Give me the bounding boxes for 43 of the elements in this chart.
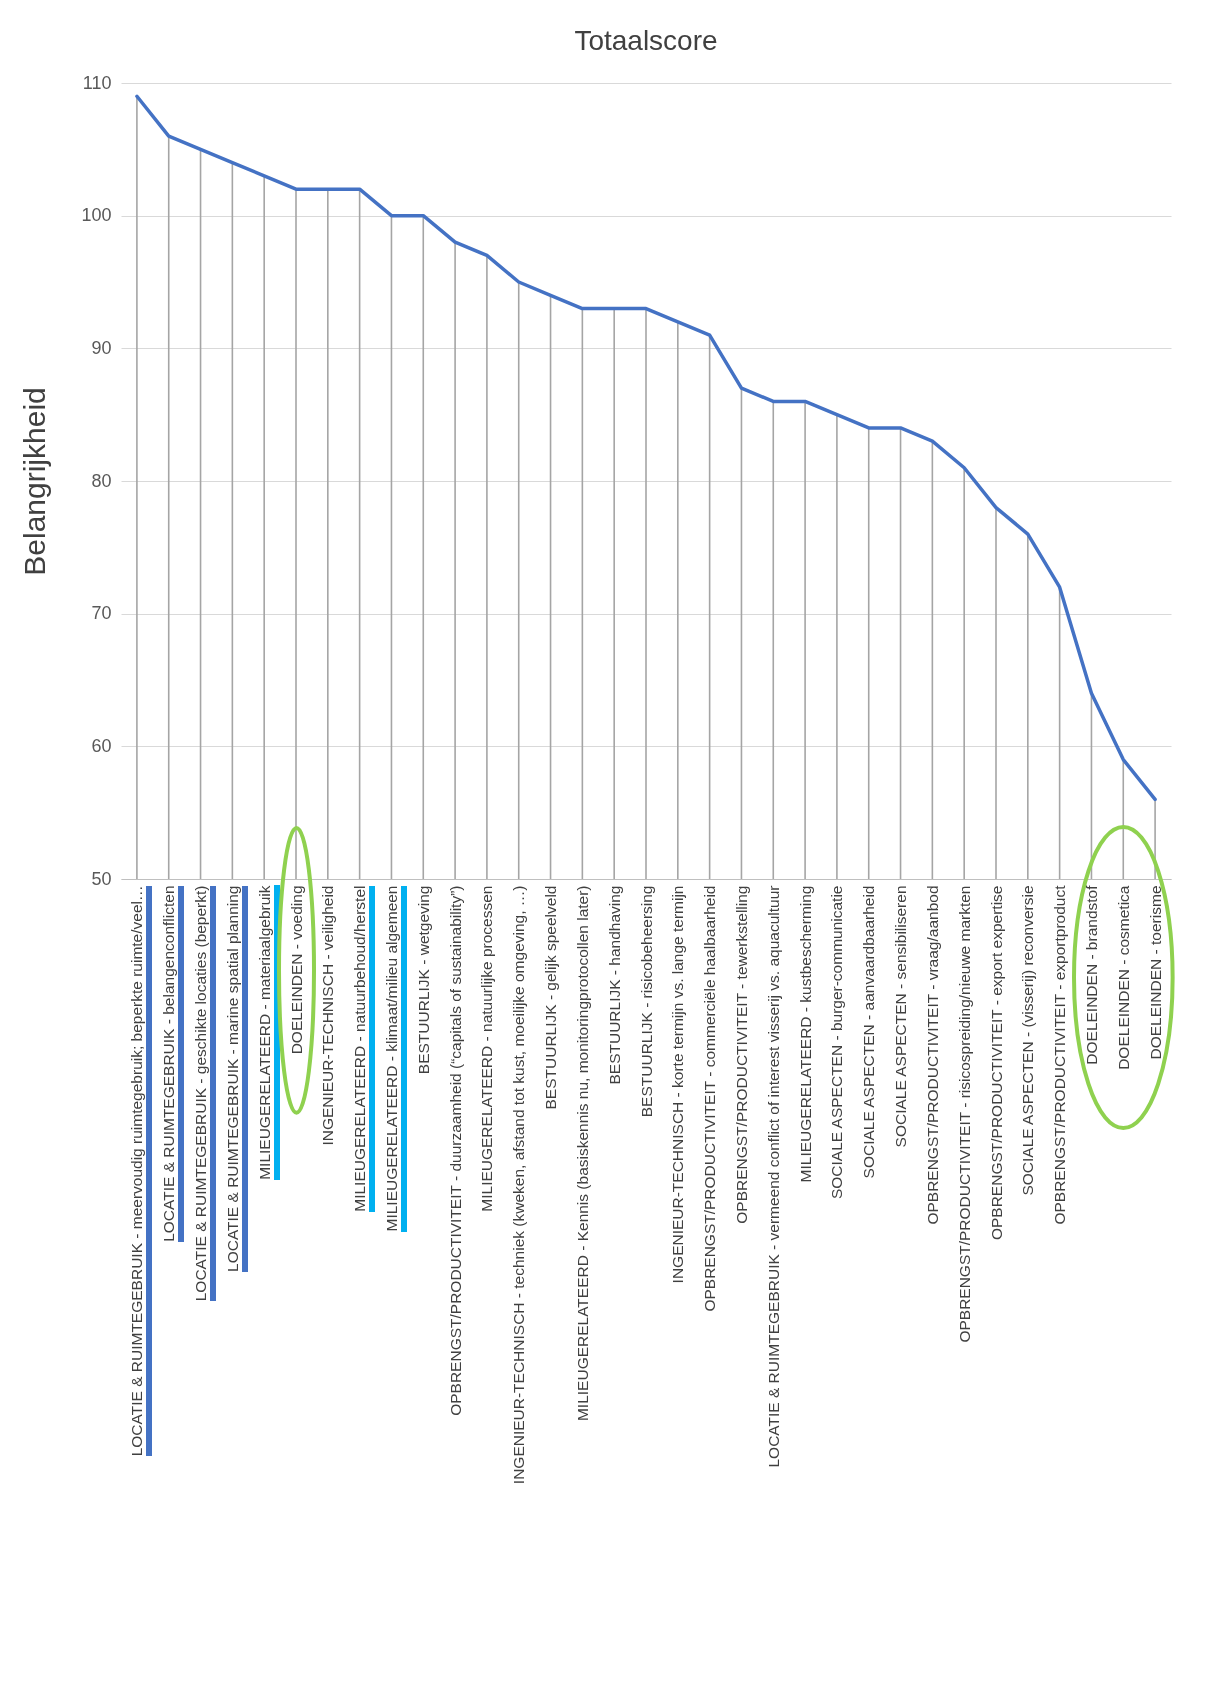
x-tick-label: OPBRENGST/PRODUCTIVITEIT - exportproduct	[1051, 884, 1069, 1225]
x-tick-label: MILIEUGERELATEERD - natuurbehoud/herstel	[351, 885, 369, 1212]
x-tick-label: OPBRENGST/PRODUCTIVITEIT - tewerkstelling	[732, 885, 750, 1224]
x-tick-label: LOCATIE & RUIMTEGEBRUIK - vermeend conflict of interest visserij vs. aquacultuur	[764, 885, 782, 1468]
x-tick-label: OPBRENGST/PRODUCTIVITEIT - duurzaamheid (“capitals of sustainability”)	[446, 885, 464, 1416]
x-tick-label: DOELEINDEN - toerisme	[1146, 885, 1164, 1060]
x-tick-label: MILIEUGERELATEERD - Kennis (basiskennis nu, monitoringprotocollen later)	[573, 885, 591, 1422]
x-tick-label: SOCIALE ASPECTEN - sensibiliseren	[892, 885, 910, 1148]
x-tick-label: LOCATIE & RUIMTEGEBRUIK - geschikte locaties (beperkt)	[192, 885, 210, 1302]
x-tick-label: INGENIEUR-TECHNISCH - korte termijn vs. lange termijn	[669, 885, 687, 1284]
x-tick-label: DOELEINDEN - cosmetica	[1114, 885, 1132, 1070]
x-tick-label: BESTUURLIJK - handhaving	[605, 885, 623, 1085]
x-tick-label: OPBRENGST/PRODUCTIVITEIT - risicospreiding/nieuwe markten	[955, 885, 973, 1343]
x-tick-label: LOCATIE & RUIMTEGEBRUIK - belangenconflicten	[160, 885, 178, 1242]
y-tick-label: 90	[91, 337, 112, 358]
y-tick-label: 60	[91, 735, 112, 756]
y-tick-label: 70	[91, 603, 112, 624]
x-tick-label: MILIEUGERELATEERD - kustbescherming	[796, 885, 814, 1183]
x-tick-label: SOCIALE ASPECTEN - burger-communicatie	[828, 885, 846, 1200]
x-tick-label: SOCIALE ASPECTEN - aanvaardbaarheid	[860, 885, 878, 1179]
x-tick-label: DOELEINDEN - brandstof	[1082, 884, 1100, 1065]
x-tick-label: MILIEUGERELATEERD - natuurlijke processen	[478, 885, 496, 1212]
y-axis-title: Belangrijkheid	[18, 387, 52, 576]
x-tick-label: DOELEINDEN - voeding	[287, 885, 305, 1055]
x-tick-label: OPBRENGST/PRODUCTIVITEIT - commerciële haalbaarheid	[701, 885, 719, 1312]
x-tick-label: OPBRENGST/PRODUCTIVITEIT - vraag/aanbod	[923, 885, 941, 1225]
x-tick-label: OPBRENGST/PRODUCTIVITEIT - export expertise	[987, 885, 1005, 1241]
y-tick-label: 50	[91, 868, 112, 889]
x-tick-label: BESTUURLIJK - risicobeheersing	[637, 885, 655, 1118]
x-tick-label: MILIEUGERELATEERD - klimaat/milieu algemeen	[382, 885, 400, 1232]
line-series	[135, 94, 1157, 802]
x-tick-label: BESTUURLIJK - wetgeving	[414, 885, 432, 1075]
x-tick-label: MILIEUGERELATEERD - materiaalgebruik	[255, 885, 273, 1180]
y-tick-label: 100	[81, 205, 112, 226]
x-tick-label: LOCATIE & RUIMTEGEBRUIK - marine spatial planning	[223, 885, 241, 1272]
y-tick-label: 80	[91, 470, 112, 491]
x-tick-label: SOCIALE ASPECTEN - (visserij) reconversie	[1019, 885, 1037, 1196]
x-tick-label: INGENIEUR-TECHNISCH - veiligheid	[319, 885, 337, 1146]
chart-title: Totaalscore	[574, 25, 718, 56]
x-tick-label: INGENIEUR-TECHNISCH - techniek (kweken, afstand tot kust, moeilijke omgeving, …)	[510, 885, 528, 1485]
y-tick-label: 110	[82, 72, 112, 93]
x-tick-label: BESTUURLIJK - gelijk speelveld	[542, 885, 560, 1110]
x-tick-label: LOCATIE & RUIMTEGEBRUIK - meervoudig ruimtegebruik; beperkte ruimte/veel…	[128, 885, 146, 1457]
